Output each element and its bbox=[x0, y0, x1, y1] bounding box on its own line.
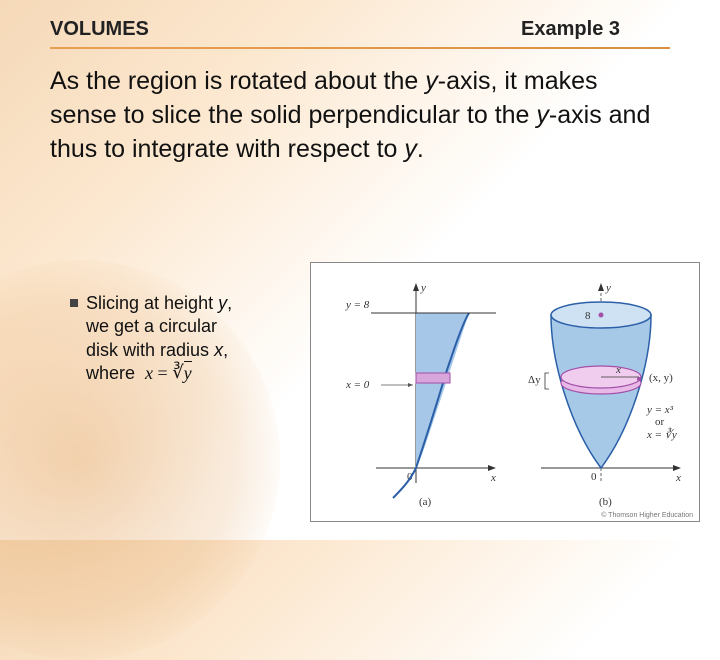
origin-b: 0 bbox=[591, 471, 597, 483]
bullet-block: Slicing at height y, we get a circular d… bbox=[70, 292, 300, 386]
xy-label: (x, y) bbox=[649, 372, 673, 384]
xlabel-b: x bbox=[675, 472, 681, 484]
figure-copyright: © Thomson Higher Education bbox=[601, 512, 693, 519]
ylabel-b: y bbox=[605, 282, 611, 294]
xlabel-a: x bbox=[490, 472, 496, 484]
header: VOLUMES Example 3 bbox=[0, 0, 720, 45]
figure: y x 0 y = 8 x = 0 (a) bbox=[310, 262, 700, 522]
eq-or: or bbox=[655, 416, 665, 428]
lower-content: Slicing at height y, we get a circular d… bbox=[0, 262, 720, 540]
ylabel-a: y bbox=[420, 282, 426, 294]
x-on-disk: x bbox=[615, 364, 621, 376]
caption-b: (b) bbox=[599, 496, 612, 508]
bullet-square-icon bbox=[70, 299, 78, 307]
main-paragraph: As the region is rotated about the y-axi… bbox=[0, 59, 720, 166]
y8-label: y = 8 bbox=[345, 299, 370, 311]
eq1: y = x³ bbox=[646, 404, 674, 416]
dy-label: Δy bbox=[528, 374, 541, 386]
bullet-text: Slicing at height y, we get a circular d… bbox=[86, 292, 232, 386]
figure-svg: y x 0 y = 8 x = 0 (a) bbox=[311, 263, 699, 521]
eq2: x = ∛y bbox=[646, 427, 677, 441]
page-title: VOLUMES bbox=[50, 18, 521, 41]
header-underline bbox=[50, 47, 670, 49]
eight-b: 8 bbox=[585, 310, 591, 322]
example-label: Example 3 bbox=[521, 18, 620, 41]
x0-label: x = 0 bbox=[345, 379, 370, 391]
caption-a: (a) bbox=[419, 496, 432, 508]
